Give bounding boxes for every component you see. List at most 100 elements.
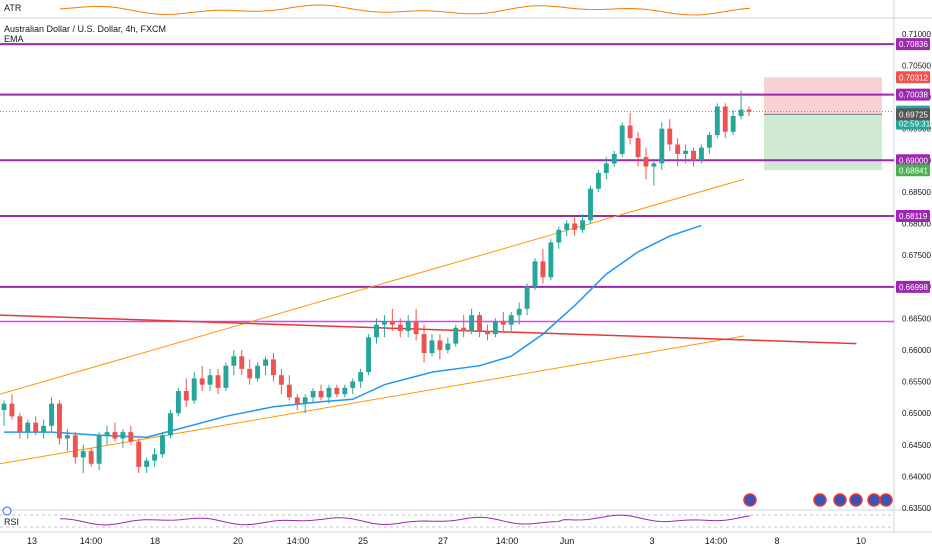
price-tick-label: 0.65500 <box>902 378 931 387</box>
trendline-red[interactable] <box>0 314 857 345</box>
price-tick-label: 0.65000 <box>902 409 931 418</box>
time-tick-label: 27 <box>438 536 448 546</box>
candle <box>310 387 316 404</box>
stop-loss-zone[interactable] <box>764 77 882 115</box>
candle <box>389 308 395 331</box>
candle <box>643 147 649 180</box>
ema-line <box>4 224 702 438</box>
candle <box>286 375 292 401</box>
svg-text:0.70836: 0.70836 <box>899 40 928 49</box>
time-tick-label: Jun <box>560 536 575 546</box>
indicator-lines <box>59 4 751 526</box>
candle <box>588 185 593 224</box>
candle <box>548 239 554 281</box>
candle <box>651 160 657 186</box>
candle <box>580 214 586 233</box>
candle <box>334 384 340 398</box>
price-axis[interactable]: 0.710000.705000.700000.695000.690000.685… <box>902 30 931 513</box>
position-zones[interactable] <box>764 77 882 171</box>
trendline-lower-orange[interactable] <box>0 335 744 465</box>
price-axis-label-stop: 0.70312 <box>896 71 930 84</box>
calendar-event-icon[interactable] <box>849 493 863 507</box>
calendar-event-icon[interactable] <box>743 493 757 507</box>
take-profit-zone[interactable] <box>764 114 882 171</box>
candle <box>88 447 94 467</box>
candle <box>683 144 689 164</box>
candle <box>199 365 205 392</box>
trendline-upper-orange[interactable] <box>0 178 744 395</box>
candle <box>72 432 78 464</box>
calendar-event-icon[interactable] <box>833 493 847 507</box>
rsi-line <box>59 514 751 526</box>
candle <box>17 413 23 439</box>
candle <box>603 157 609 180</box>
candle <box>167 410 173 439</box>
candle <box>160 432 165 458</box>
candle <box>453 324 459 347</box>
candle <box>1 400 7 426</box>
trendlines[interactable] <box>0 178 857 465</box>
pane-frames <box>0 0 932 533</box>
symbol-title: Australian Dollar / U.S. Dollar, 4h, FXC… <box>4 24 167 34</box>
candle <box>191 372 197 404</box>
candle <box>64 428 70 452</box>
candle <box>366 334 372 376</box>
atr-legend[interactable]: ATR <box>4 3 21 13</box>
candle <box>611 150 617 167</box>
rsi-legend[interactable]: RSI <box>4 517 19 527</box>
price-tick-label: 0.70500 <box>902 61 931 70</box>
candle <box>263 356 268 376</box>
candle <box>691 147 696 167</box>
price-tick-label: 0.66500 <box>902 314 931 323</box>
candle <box>405 315 411 338</box>
candle <box>247 359 253 385</box>
time-tick-label: 14:00 <box>705 536 728 546</box>
ema-legend[interactable]: EMA <box>4 34 24 44</box>
price-axis-label-level: 0.70836 <box>896 38 930 51</box>
candle <box>461 315 467 338</box>
candle <box>144 457 150 474</box>
main-pane-background <box>0 18 894 508</box>
svg-text:0.70312: 0.70312 <box>899 73 928 82</box>
price-tick-label: 0.64000 <box>902 472 931 481</box>
candle <box>556 226 562 249</box>
calendar-event-icon[interactable] <box>879 493 893 507</box>
time-axis[interactable]: 13 14:00 18 20 14:00 25 27 14:00 Jun 3 14:00 8 10 <box>27 536 866 546</box>
candle <box>350 378 356 395</box>
candle <box>41 419 47 439</box>
candle <box>318 384 324 401</box>
symbol-legend[interactable]: Australian Dollar / U.S. Dollar, 4h, FXC… <box>4 24 166 34</box>
candle <box>183 378 189 407</box>
price-tick-label: 0.67500 <box>902 251 931 260</box>
candle <box>25 419 31 439</box>
chart-settings-icon[interactable] <box>2 506 12 516</box>
candle <box>358 368 364 388</box>
calendar-event-icon[interactable] <box>813 493 827 507</box>
candle <box>722 103 728 139</box>
candle <box>429 334 435 357</box>
candle <box>128 425 134 445</box>
candle <box>730 109 736 135</box>
candle <box>207 368 213 392</box>
price-axis-label-entry: 0.69725 <box>896 108 930 121</box>
candle <box>469 308 475 335</box>
svg-text:0.69725: 0.69725 <box>899 110 928 119</box>
candle <box>492 318 498 338</box>
time-tick-label: 3 <box>649 536 654 546</box>
horizontal-levels[interactable] <box>0 43 894 323</box>
candle <box>57 400 62 445</box>
candle <box>706 131 712 154</box>
candle <box>152 447 158 467</box>
time-tick-label: 25 <box>358 536 368 546</box>
price-tick-label: 0.66000 <box>902 346 931 355</box>
calendar-event-icon[interactable] <box>867 493 881 507</box>
candle <box>112 422 118 442</box>
rsi-label: RSI <box>4 517 20 527</box>
ema-label: EMA <box>4 34 24 44</box>
candle <box>532 258 538 290</box>
candle <box>564 220 570 237</box>
event-icons[interactable] <box>2 493 893 516</box>
candle <box>485 324 490 341</box>
